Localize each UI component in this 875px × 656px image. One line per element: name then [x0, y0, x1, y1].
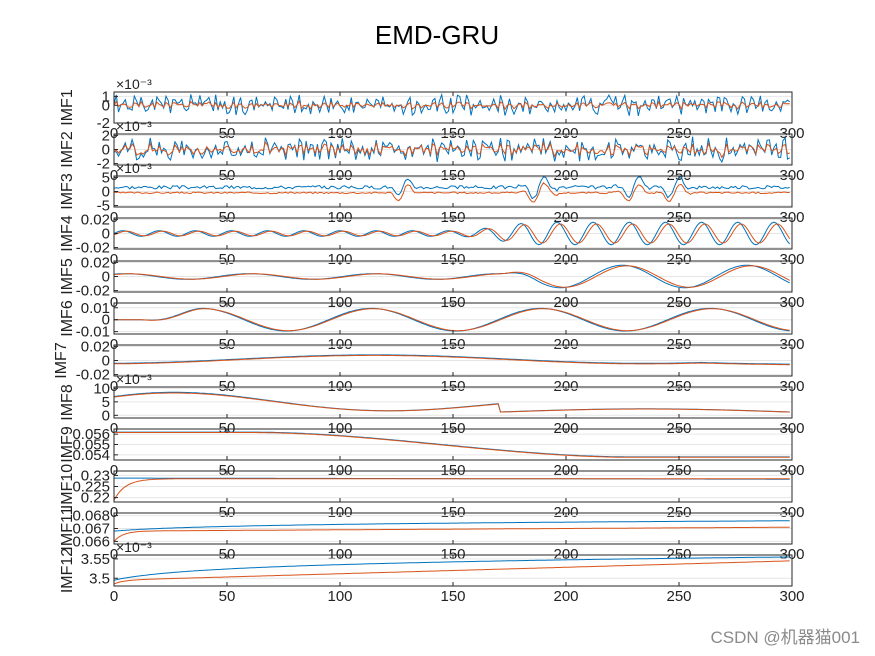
series-predicted-line [113, 140, 790, 159]
x-tick-label: 250 [666, 251, 691, 268]
x-tick-label: 200 [553, 251, 578, 268]
x-tick-label: 0 [110, 251, 118, 268]
y-tick-label: 0 [102, 184, 110, 201]
x-tick-label: 300 [779, 588, 804, 605]
y-axis-label: IMF6 [59, 300, 76, 337]
series-predicted-line [113, 560, 790, 585]
y-tick-label: 0.054 [72, 447, 110, 464]
exponent-label: ×10⁻³ [116, 371, 152, 387]
y-tick-label: -2 [97, 156, 110, 173]
y-tick-label: 0 [102, 97, 110, 114]
watermark: CSDN @机器猫001 [710, 628, 860, 647]
series-predicted-line [114, 354, 790, 366]
y-tick-label: 0 [102, 269, 110, 286]
y-tick-label: 0.067 [72, 521, 110, 538]
y-tick-label: 0.225 [72, 479, 110, 496]
series-predicted-line [113, 265, 790, 288]
y-tick-label: 0 [102, 312, 110, 329]
y-axis-label: IMF3 [59, 173, 76, 210]
series-predicted-line [113, 392, 790, 413]
series-actual-line [113, 556, 790, 581]
y-tick-label: -2 [97, 115, 110, 132]
y-tick-label: 0.22 [81, 490, 110, 507]
y-tick-label: 0 [102, 226, 110, 243]
y-axis-label: IMF1 [59, 89, 76, 126]
series-actual-line [113, 176, 790, 200]
y-axis-label: IMF7 [53, 342, 70, 379]
y-tick-label: 5 [102, 394, 110, 411]
y-tick-label: -0.02 [76, 367, 110, 384]
x-tick-label: 200 [553, 588, 578, 605]
series-predicted-line [113, 223, 791, 244]
x-tick-label: 50 [219, 251, 236, 268]
y-tick-label: 0.055 [72, 437, 110, 454]
y-axis-label: IMF11 [59, 506, 76, 550]
y-tick-label: -0.01 [76, 324, 110, 341]
exponent-label: ×10⁻³ [116, 539, 152, 555]
subplot-imf12: 3.55 3.50 50 100 150 200 250 300 ×10⁻³ IMF12 [59, 539, 805, 605]
y-tick-label: 3.55 [81, 551, 110, 568]
y-tick-label: 1 [102, 88, 110, 105]
y-tick-label: 2 [102, 127, 110, 144]
series-predicted-line [113, 99, 790, 111]
y-axis-label: IMF4 [59, 215, 76, 252]
y-tick-label: 0 [102, 142, 110, 159]
chart-title: EMD-GRU [375, 20, 499, 50]
series-predicted-line [113, 182, 790, 203]
y-axis-label: IMF2 [59, 131, 76, 168]
x-tick-label: 150 [440, 588, 465, 605]
x-tick-label: 50 [219, 588, 236, 605]
y-tick-label: 0 [102, 407, 110, 424]
exponent-label: ×10⁻³ [116, 76, 152, 92]
y-axis-label: IMF8 [59, 384, 76, 421]
series-predicted-line [113, 526, 790, 542]
series-predicted-line [114, 308, 790, 332]
x-tick-label: 300 [779, 251, 804, 268]
exponent-label: ×10⁻³ [116, 160, 152, 176]
x-tick-label: 100 [327, 251, 352, 268]
y-tick-label: 0.056 [72, 426, 110, 443]
y-axis-label: IMF5 [59, 258, 76, 295]
series-actual-line [114, 354, 790, 365]
y-tick-label: 0.01 [81, 300, 110, 317]
y-tick-label: 0.02 [81, 211, 110, 228]
exponent-label: ×10⁻³ [116, 118, 152, 134]
y-tick-label: 0.23 [81, 467, 110, 484]
x-tick-label: 250 [666, 588, 691, 605]
y-tick-label: 5 [102, 169, 110, 186]
y-tick-label: 0.066 [72, 533, 110, 550]
series-predicted-line [113, 478, 790, 501]
y-tick-label: 0.02 [81, 338, 110, 355]
x-tick-label: 0 [110, 588, 118, 605]
y-tick-label: 10 [93, 380, 110, 397]
y-tick-label: 0 [102, 353, 110, 370]
x-tick-label: 150 [440, 251, 465, 268]
y-tick-label: -5 [97, 198, 110, 215]
y-tick-label: -0.02 [76, 240, 110, 257]
y-axis-label: IMF9 [59, 426, 76, 463]
y-axis-label: IMF10 [59, 464, 76, 509]
series-actual-line [113, 520, 790, 532]
y-tick-label: 3.5 [89, 570, 110, 587]
y-tick-label: 0.02 [81, 254, 110, 271]
y-axis-label: IMF12 [59, 548, 76, 593]
y-tick-label: -0.02 [76, 283, 110, 300]
x-tick-label: 100 [327, 588, 352, 605]
y-tick-label: 0.068 [72, 508, 110, 525]
